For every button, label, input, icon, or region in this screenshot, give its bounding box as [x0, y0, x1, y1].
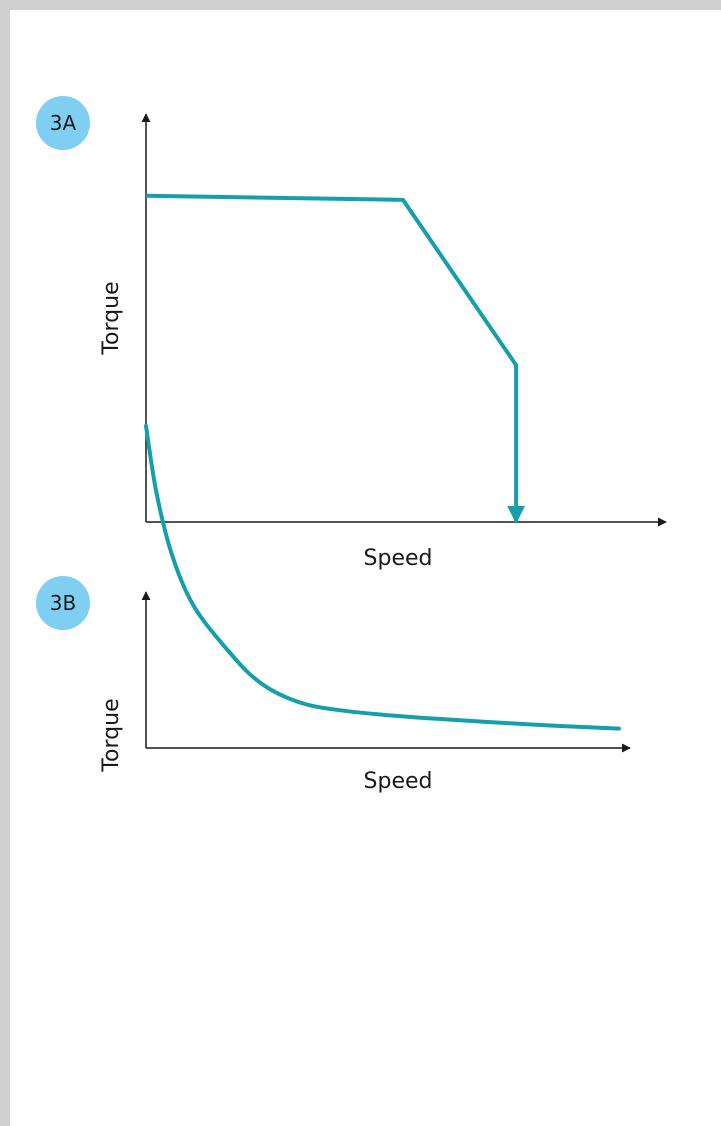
torque-curve-3a	[145, 193, 526, 524]
panel-label-3b: 3B	[50, 591, 76, 615]
chart-3a: 3A Speed Torque	[36, 96, 667, 571]
panel-label-3a: 3A	[50, 111, 77, 135]
x-axis-label-3b: Speed	[364, 769, 433, 794]
panel-badge-3a	[36, 96, 90, 150]
chart-3b: 3B Speed Torque	[36, 423, 631, 794]
x-axis-label-3a: Speed	[364, 546, 433, 571]
y-axis-label-3b: Torque	[99, 698, 124, 772]
y-axis-label-3a: Torque	[99, 281, 124, 355]
torque-speed-figure: 3A Speed Torque 3B Speed Torque	[36, 96, 667, 794]
panel-badge-3b	[36, 576, 90, 630]
torque-curve-3b	[144, 423, 621, 731]
